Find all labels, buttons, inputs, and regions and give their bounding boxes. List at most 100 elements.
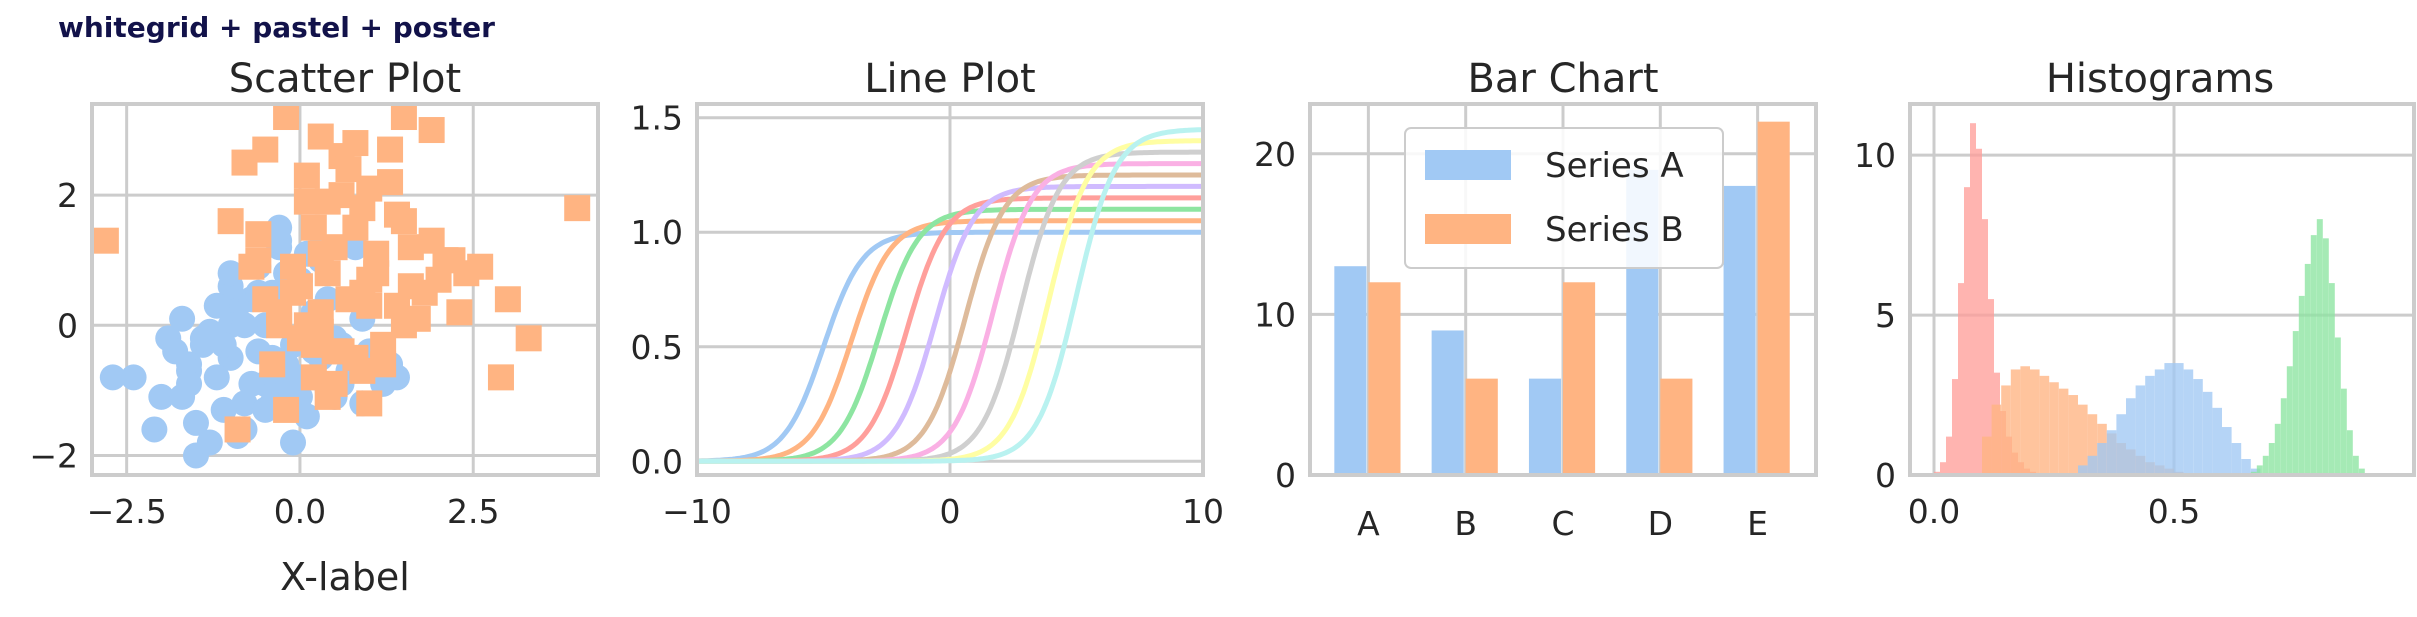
scatter-point-square [307,240,334,267]
histogram-bin [2256,465,2263,475]
histogram-bin [2116,414,2126,475]
x-tick-label: −2.5 [87,492,167,531]
scatter-point-square [515,325,542,352]
scatter-point-square [273,396,300,423]
scatter-point-circle [252,396,279,423]
scatter-plot-axes: Scatter Plot X-label −2.5 0.0 2.5 −2 0 2 [29,56,600,599]
scatter-point-square [238,253,265,280]
histogram-bin [1940,462,1946,475]
scatter-point-circle [141,416,168,443]
scatter-point-square [432,247,459,274]
bar-b-series-1 [1431,330,1464,475]
scatter-point-square [342,214,369,241]
scatter-point-square [293,188,320,215]
y-tick-label: 1.5 [631,99,683,138]
x-tick-label: C [1551,504,1574,543]
scatter-point-circle [203,292,230,319]
scatter-point-circle [231,390,258,417]
scatter-point-square [446,299,473,326]
histogram-bin [2352,455,2359,475]
histogram-bin [2049,382,2059,475]
axes-frame [695,102,1205,477]
histogram-bin [2340,388,2347,475]
histogram-bin [1988,299,1994,475]
scatter-point-circle [238,370,265,397]
histogram-bin [2310,235,2317,475]
bar-chart-axes: Bar Chart 0 10 20 A B C D E Series A Series B [1254,56,1818,543]
x-tick-label: −10 [662,492,732,531]
histogram-bin [1946,436,1952,475]
scatter-point-square [564,195,591,222]
histogram-bin [2328,283,2335,475]
scatter-point-circle [210,331,237,358]
histogram-bin [2334,337,2341,475]
scatter-point-square [494,286,521,313]
scatter-point-circle [210,396,237,423]
legend-label: Series A [1545,146,1684,186]
scatter-point-circle [203,364,230,391]
histogram-bin [2078,404,2088,475]
scatter-point-circle [162,338,189,365]
histogram-bin [1952,379,1958,475]
histogram-bin [2316,219,2323,475]
x-tick-label: 0.5 [2148,492,2200,531]
y-tick-label: 10 [1854,136,1896,175]
bar-d-series-2 [1660,378,1693,475]
x-tick-label: 10 [1182,492,1224,531]
legend-swatch [1425,214,1511,244]
scatter-point-circle [196,429,223,456]
axes-frame [90,102,600,477]
scatter-point-square [383,201,410,228]
y-tick-label: 0.5 [631,328,683,367]
histogram-bin [2087,455,2098,475]
scatter-point-circle [342,234,369,261]
scatter-point-square [273,104,300,131]
axes-frame [1908,102,2416,477]
y-tick-label: −2 [29,436,78,475]
scatter-point-square [356,390,383,417]
scatter-point-circle [99,364,126,391]
scatter-point-square [377,136,404,163]
x-tick-label: 0.0 [1908,492,1960,531]
bar-a-series-1 [1334,266,1367,475]
axes-frame [1308,102,1818,477]
histogram-bin [2212,407,2222,475]
histogram-bin [2322,238,2329,475]
scatter-point-circle [120,364,147,391]
scatter-point-square [377,169,404,196]
x-tick-label: D [1648,504,1673,543]
histogram-bin [1964,187,1970,476]
bar-e-series-1 [1723,185,1756,475]
histogram-bin [2097,443,2107,475]
bar-e-series-2 [1757,121,1790,476]
scatter-point-square [390,104,417,131]
y-tick-label: 0 [1275,456,1296,495]
histogram-bin [2145,375,2155,475]
histogram-bin [2010,369,2021,475]
histogram-bin [2346,430,2353,475]
y-tick-label: 5 [1875,296,1896,335]
histogram-bin [2274,423,2281,475]
scatter-point-square [356,292,383,319]
scatter-point-square [245,221,272,248]
bar-b-series-2 [1465,378,1498,475]
y-tick-label: 0.0 [631,442,683,481]
scatter-point-square [231,149,258,176]
bar-chart-title: Bar Chart [1467,56,1658,102]
histogram-bin [2193,379,2203,475]
histogram-bin [1982,219,1988,475]
y-tick-label: 0 [57,306,78,345]
scatter-point-square [335,156,362,183]
scatter-point-square [321,370,348,397]
scatter-point-square [217,208,244,235]
y-tick-label: 20 [1254,135,1296,174]
scatter-point-square [92,227,119,254]
scatter-point-square [411,279,438,306]
line-plot-title: Line Plot [864,56,1035,102]
scatter-point-circle [189,325,216,352]
histogram-bin [2068,395,2078,475]
scatter-point-square [487,364,514,391]
x-tick-label: E [1747,504,1768,543]
scatter-point-square [224,416,251,443]
